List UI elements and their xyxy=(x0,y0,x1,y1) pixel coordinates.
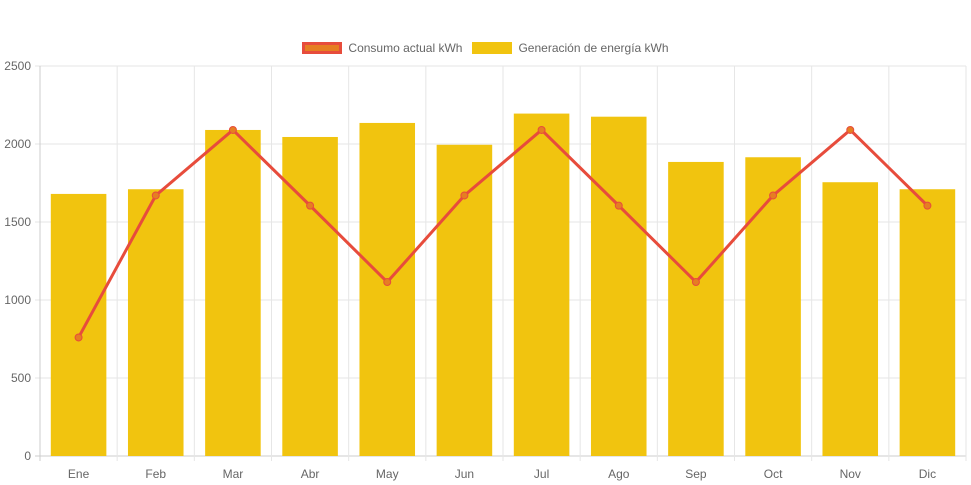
legend: Consumo actual kWh Generación de energía… xyxy=(0,41,971,55)
consumo-point-sep xyxy=(691,278,700,287)
bar-sep xyxy=(668,161,724,456)
x-tick-label-jul: Jul xyxy=(534,467,549,481)
legend-label-consumo: Consumo actual kWh xyxy=(348,41,463,55)
bar-oct xyxy=(745,157,801,456)
y-tick-label: 1500 xyxy=(4,215,31,229)
bar-ago xyxy=(590,116,647,456)
y-tick-label: 0 xyxy=(24,449,31,463)
consumo-point-dic xyxy=(923,201,932,210)
legend-item-generacion[interactable]: Generación de energía kWh xyxy=(472,41,669,55)
bar-dic xyxy=(899,189,956,457)
bar-nov xyxy=(822,182,879,456)
bar-ene xyxy=(50,193,107,457)
x-tick-label-nov: Nov xyxy=(840,467,861,481)
y-tick-label: 500 xyxy=(11,371,31,385)
x-tick-label-feb: Feb xyxy=(145,467,166,481)
consumo-point-feb xyxy=(151,191,160,200)
x-tick-label-jun: Jun xyxy=(455,467,474,481)
consumo-point-ago xyxy=(614,201,623,210)
y-tick-label: 2000 xyxy=(4,137,31,151)
consumo-point-jul xyxy=(537,125,546,134)
x-tick-label-sep: Sep xyxy=(685,467,707,481)
y-tick-label: 2500 xyxy=(4,59,31,73)
x-tick-label-ago: Ago xyxy=(608,467,630,481)
bar-may xyxy=(359,122,416,456)
bar-jul xyxy=(513,113,570,456)
consumo-point-ene xyxy=(74,333,83,342)
x-tick-label-mar: Mar xyxy=(223,467,244,481)
y-tick-label: 1000 xyxy=(4,293,31,307)
consumo-point-nov xyxy=(846,125,855,134)
consumo-point-oct xyxy=(769,191,778,200)
consumo-point-abr xyxy=(306,201,315,210)
bar-abr xyxy=(282,136,338,457)
consumo-line xyxy=(77,127,929,339)
x-tick-label-abr: Abr xyxy=(301,467,320,481)
legend-item-consumo[interactable]: Consumo actual kWh xyxy=(302,41,462,55)
legend-label-generacion: Generación de energía kWh xyxy=(518,41,669,55)
x-tick-label-dic: Dic xyxy=(919,467,936,481)
x-tick-label-oct: Oct xyxy=(764,467,783,481)
x-tick-label-may: May xyxy=(376,467,399,481)
consumo-point-jun xyxy=(460,191,469,200)
bar-feb xyxy=(127,189,184,457)
bar-jun xyxy=(436,144,493,456)
bar-mar xyxy=(205,129,261,456)
legend-swatch-consumo xyxy=(302,42,343,54)
consumo-point-mar xyxy=(228,125,237,134)
legend-swatch-generacion xyxy=(472,42,513,54)
consumo-point-may xyxy=(383,278,392,287)
x-tick-label-ene: Ene xyxy=(68,467,90,481)
